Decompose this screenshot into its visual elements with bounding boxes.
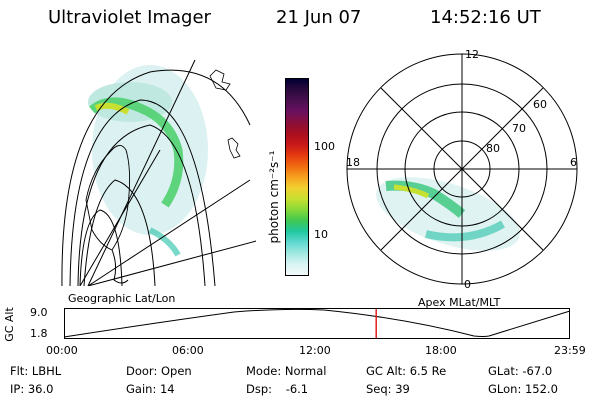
mlt-label-0: 0 — [464, 278, 471, 291]
altitude-timeline — [63, 308, 571, 339]
mlat-label-60: 60 — [533, 98, 547, 111]
flt-value: LBHL — [31, 364, 62, 378]
date-label: 21 Jun 07 — [276, 7, 362, 28]
timeline-xtick-3: 18:00 — [425, 344, 457, 357]
gcalt-label: GC Alt: — [366, 364, 407, 378]
aurora-arc — [148, 227, 181, 257]
meridian — [87, 240, 256, 286]
coastline — [209, 69, 231, 91]
meridian — [87, 59, 196, 286]
mode-value: Normal — [284, 364, 327, 378]
door-value: Open — [160, 364, 192, 378]
aurora-glow — [376, 177, 520, 251]
mode-label: Mode: — [246, 364, 282, 378]
gain-label: Gain: — [126, 382, 157, 396]
timeline-xtick-2: 12:00 — [299, 344, 331, 357]
lat-circle — [69, 99, 216, 286]
geographic-map: Geographic Lat/Lon — [61, 59, 256, 305]
apex-panel-label: Apex MLat/MLT — [418, 296, 501, 309]
timeline-xtick-0: 00:00 — [46, 344, 78, 357]
timeline-xtick-4: 23:59 — [554, 344, 586, 357]
lat-circle — [83, 179, 156, 286]
aurora-arc — [94, 102, 130, 115]
mlt-label-6: 6 — [570, 156, 577, 169]
time-label: 14:52:16 UT — [430, 7, 541, 28]
dsp-value: -6.1 — [285, 382, 309, 396]
aurora-oval — [393, 184, 430, 199]
gcalt-value: 6.5 Re — [409, 364, 447, 378]
ip-label: IP: — [10, 382, 25, 396]
flt-label: Flt: — [10, 364, 29, 378]
colorbar-tick-10: 10 — [314, 228, 328, 241]
lat-circle — [79, 209, 123, 286]
coastline — [85, 145, 131, 251]
dsp-label: Dsp: — [246, 382, 273, 396]
glat-label: GLat: — [488, 364, 519, 378]
ip-value: 36.0 — [27, 382, 54, 396]
meridian — [87, 179, 251, 286]
timeline-xtick-1: 06:00 — [172, 344, 204, 357]
colorbar-tick-100: 100 — [314, 140, 335, 153]
aurora-oval — [425, 220, 505, 242]
seq-value: 39 — [395, 382, 410, 396]
apex-polar-plot: 12 18 6 0 60 70 80 Apex MLat/MLT — [346, 48, 578, 309]
timeline-axis-label: GC Alt — [2, 307, 16, 342]
colorbar-unit-label: photon cm⁻²s⁻¹ — [267, 150, 281, 244]
mlat-label-80: 80 — [486, 142, 500, 155]
mlt-label-12: 12 — [465, 48, 479, 61]
gain-value: 14 — [159, 382, 175, 396]
colorbar — [285, 78, 309, 276]
timeline-ytick-high: 9.0 — [30, 306, 48, 319]
mlt-label-18: 18 — [346, 156, 360, 169]
meridian — [79, 149, 161, 286]
geo-panel-label: Geographic Lat/Lon — [68, 292, 175, 305]
instrument-title: Ultraviolet Imager — [48, 7, 211, 28]
lat-circle — [77, 124, 206, 286]
mlt-spoke — [380, 87, 544, 251]
seq-label: Seq: — [366, 382, 392, 396]
coastline — [111, 249, 129, 284]
altitude-curve — [63, 308, 571, 338]
glon-label: GLon: — [488, 382, 522, 396]
timeline-ytick-low: 1.8 — [30, 327, 48, 340]
timeline-frame — [64, 308, 570, 339]
door-label: Door: — [126, 364, 158, 378]
mlat-label-70: 70 — [512, 122, 526, 135]
coastline — [227, 137, 241, 159]
glat-value: -67.0 — [522, 364, 553, 378]
lat-circle — [61, 69, 251, 286]
glon-value: 152.0 — [524, 382, 558, 396]
